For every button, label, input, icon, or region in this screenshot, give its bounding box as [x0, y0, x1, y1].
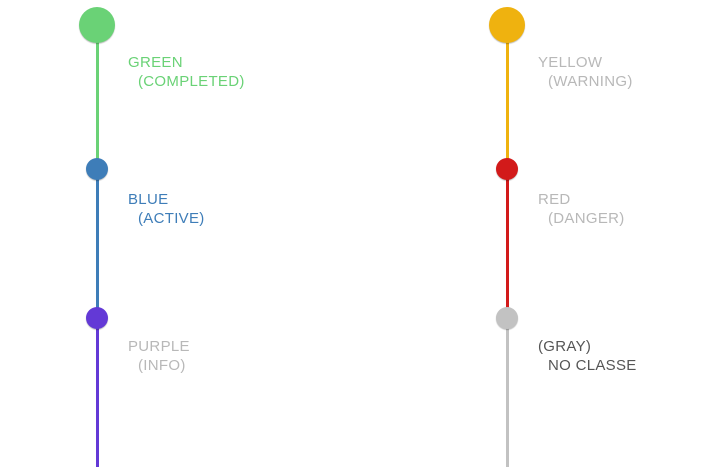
- step-marker-green[interactable]: [79, 7, 115, 43]
- step-marker-blue[interactable]: [86, 158, 108, 180]
- timeline-segment-green: [96, 26, 99, 170]
- timeline-segment-red: [506, 170, 509, 318]
- step-title: (GRAY): [538, 338, 592, 355]
- step-title: PURPLE: [128, 338, 190, 355]
- step-marker-yellow[interactable]: [489, 7, 525, 43]
- timeline-segment-purple: [96, 318, 99, 467]
- step-subtitle: (ACTIVE): [138, 210, 205, 227]
- step-marker-gray[interactable]: [496, 307, 518, 329]
- step-label-red: RED (DANGER): [538, 190, 625, 228]
- step-label-yellow: YELLOW (WARNING): [538, 53, 633, 91]
- step-subtitle: (WARNING): [548, 73, 633, 90]
- step-label-blue: BLUE (ACTIVE): [128, 190, 205, 228]
- step-subtitle: (COMPLETED): [138, 73, 245, 90]
- step-subtitle: NO CLASSE: [548, 357, 637, 374]
- step-title: YELLOW: [538, 54, 603, 71]
- step-label-purple: PURPLE (INFO): [128, 337, 190, 375]
- timeline-segment-gray: [506, 318, 509, 467]
- step-label-gray: (GRAY) NO CLASSE: [538, 337, 637, 375]
- step-subtitle: (DANGER): [548, 210, 625, 227]
- step-marker-purple[interactable]: [86, 307, 108, 329]
- step-title: BLUE: [128, 191, 169, 208]
- step-title: GREEN: [128, 54, 183, 71]
- step-subtitle: (INFO): [138, 357, 186, 374]
- step-title: RED: [538, 191, 571, 208]
- step-label-green: GREEN (COMPLETED): [128, 53, 245, 91]
- step-marker-red[interactable]: [496, 158, 518, 180]
- timeline-segment-yellow: [506, 26, 509, 170]
- timeline-segment-blue: [96, 170, 99, 318]
